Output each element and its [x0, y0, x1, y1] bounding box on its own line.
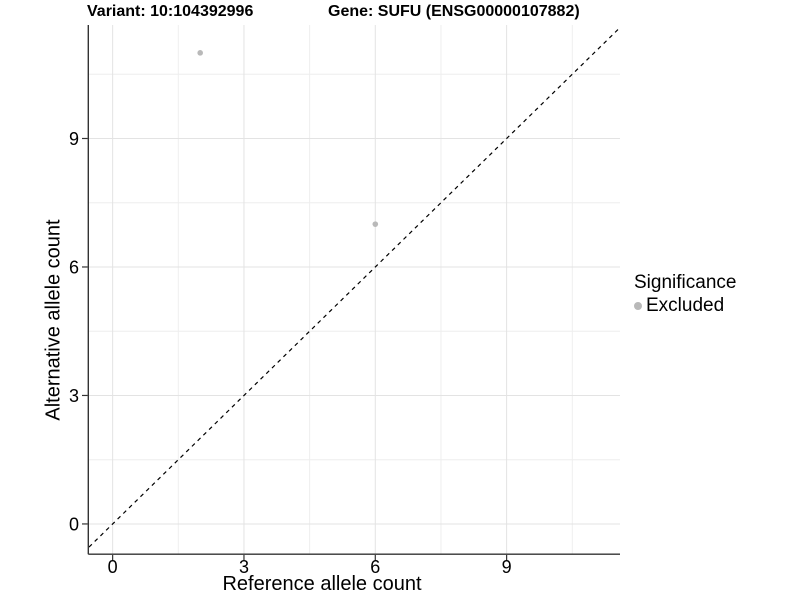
y-axis-title: Alternative allele count	[42, 219, 65, 421]
legend: Significance Excluded	[634, 272, 736, 317]
identity-line	[88, 27, 621, 548]
legend-item-label: Excluded	[646, 295, 725, 316]
plot-title-gene: Gene: SUFU (ENSG00000107882)	[328, 3, 580, 20]
x-axis-ticks: 0 3 6 9	[108, 554, 512, 577]
x-tick-label: 6	[370, 557, 380, 577]
data-point	[372, 221, 379, 227]
y-axis-ticks: 0 3 6 9	[69, 129, 88, 534]
data-points	[197, 50, 379, 227]
x-tick-label: 3	[239, 557, 249, 577]
plot-title-variant: Variant: 10:104392996	[87, 3, 254, 20]
x-tick-label: 0	[108, 557, 118, 577]
grid-minor	[89, 25, 620, 554]
y-tick-label: 0	[69, 514, 79, 534]
y-tick-label: 3	[69, 386, 79, 406]
x-tick-label: 9	[502, 557, 512, 577]
grid-major	[89, 25, 620, 554]
axis-lines	[87, 25, 620, 555]
legend-title: Significance	[634, 272, 737, 293]
y-tick-label: 9	[69, 129, 79, 149]
excluded-point-marker-icon	[634, 302, 642, 310]
y-tick-label: 6	[69, 257, 79, 277]
x-axis-title: Reference allele count	[222, 573, 422, 595]
data-point	[197, 50, 203, 56]
legend-item-excluded: Excluded	[634, 295, 736, 317]
